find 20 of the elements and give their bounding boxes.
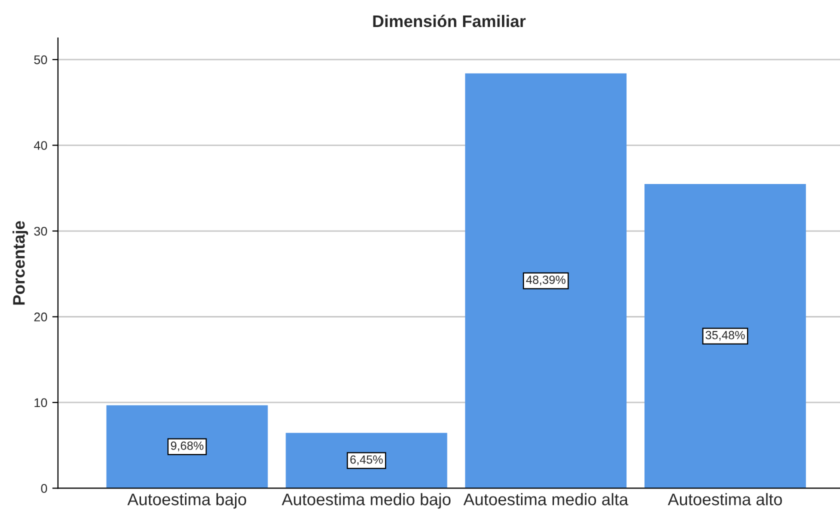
chart-title: Dimensión Familiar <box>373 14 526 28</box>
y-axis-title: Porcentaje <box>12 221 28 305</box>
data-label: 9,68% <box>170 442 204 452</box>
y-tick-label: 20 <box>34 312 48 322</box>
data-label: 35,48% <box>706 330 745 341</box>
x-tick-label: Autoestima medio bajo <box>282 493 451 509</box>
bar <box>465 73 627 488</box>
x-tick-label: Autoestima bajo <box>127 493 246 509</box>
bar <box>286 432 448 488</box>
bar <box>106 405 268 488</box>
x-tick-label: Autoestima alto <box>668 493 782 506</box>
data-label: 48,39% <box>526 276 566 286</box>
y-tick-label: 50 <box>34 55 48 64</box>
y-tick-label: 40 <box>34 141 48 150</box>
y-tick-label: 0 <box>41 484 48 493</box>
y-tick-label: 10 <box>34 398 48 408</box>
x-tick-label: Autoestima medio alta <box>463 493 628 506</box>
y-tick-label: 30 <box>34 226 48 236</box>
data-label: 6,45% <box>350 455 383 466</box>
bar <box>644 184 806 488</box>
